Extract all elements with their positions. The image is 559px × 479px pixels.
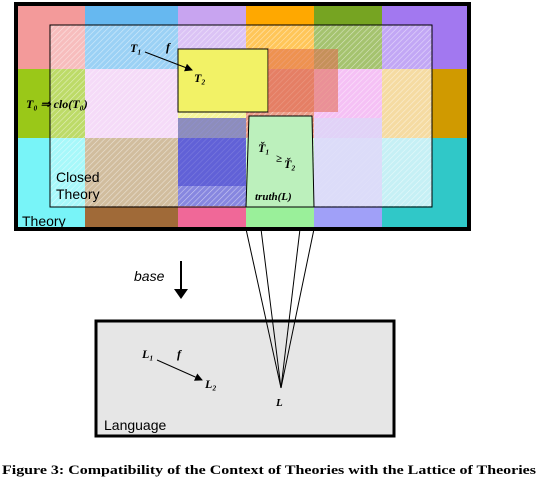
language-morphism-target: L₂ [204,377,217,391]
truth-cone-lines [245,228,315,389]
language-box-label: Language [104,417,167,433]
language-point-label: L [275,397,283,409]
grid-cell [178,206,246,230]
order-symbol: ≥ [276,153,282,165]
theory-morphism-source: T₁ [130,41,142,55]
theory-morphism-target: T₂ [194,71,206,85]
theory-box-label: Theory [22,213,66,229]
grid-cell [432,138,470,206]
language-morphism-label: f [177,347,182,361]
theory-box-border [14,2,471,231]
figure-caption: Figure 3: Compatibility of the Context o… [2,463,536,477]
language-morphism-source: L₁ [141,347,154,361]
order-right-theory: Ť₂ [284,157,296,171]
base-arrow-label: base [134,268,165,284]
order-left-theory: Ť₁ [258,141,270,155]
theory-subsection-lavender [314,118,382,206]
closed-theory-label-line2: Theory [56,186,100,202]
closed-theory-label-line1: Closed [56,169,100,185]
language-morphism-arrow [156,359,203,381]
cone-line-inner-right [280,228,301,389]
cone-line-inner-left [260,228,282,389]
theory-morphism-label: f [166,40,171,54]
cone-line-left [245,228,282,389]
fixpoint-formula: T₀ ⇒ clo(T₀) [26,97,88,111]
closed-theory-outline [49,24,433,208]
theory-subsection-blue [178,118,246,186]
grid-cell [85,206,178,230]
grid-cell [432,69,470,138]
truth-label: truth(L) [255,191,292,203]
cone-line-right [280,228,315,389]
theory-subsection-adjacent [268,49,338,112]
truth-wedge [245,115,315,208]
grid-cell [314,206,382,230]
theory-subsection-highlight [177,48,269,113]
theory-morphism-arrow [144,51,193,72]
base-arrow-head [174,289,188,299]
language-box [94,319,396,438]
grid-cell [246,206,314,230]
grid-cell [382,206,470,230]
grid-cell [15,206,85,230]
